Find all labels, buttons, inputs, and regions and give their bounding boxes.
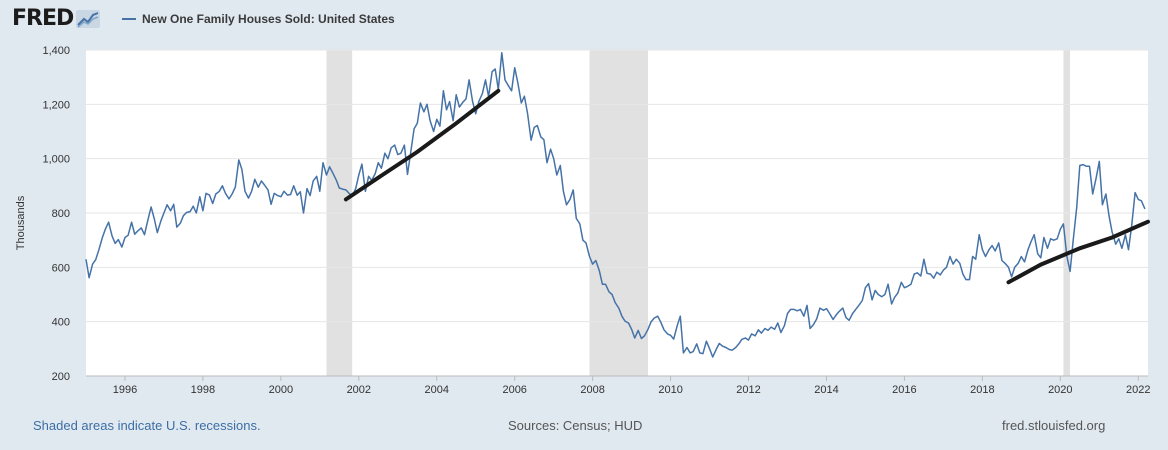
chart-legend: New One Family Houses Sold: United State… [122,12,395,26]
x-tick-label: 2006 [502,384,526,396]
x-tick-label: 2016 [892,384,916,396]
legend-label: New One Family Houses Sold: United State… [142,12,395,26]
x-tick-label: 1996 [113,384,137,396]
fred-logo[interactable]: FRED [12,6,101,31]
y-tick-label: 1,400 [42,45,70,57]
x-tick-label: 2018 [970,384,994,396]
series-line [85,51,1146,358]
legend-swatch [122,18,136,20]
trend-line-2001-2005 [343,88,501,202]
y-tick-label: 600 [52,262,70,274]
x-tick-label: 2004 [425,384,449,396]
x-tick-label: 2002 [347,384,371,396]
recession-note-link[interactable]: Shaded areas indicate U.S. recessions. [33,418,261,433]
x-tick-label: 1998 [191,384,215,396]
x-tick-label: 2020 [1048,384,1072,396]
x-tick-label: 2022 [1126,384,1150,396]
y-tick-label: 200 [52,371,70,383]
x-tick-label: 2000 [269,384,293,396]
x-tick-label: 2008 [580,384,604,396]
x-tick-label: 2014 [814,384,838,396]
y-tick-label: 1,000 [42,154,70,166]
chart-trend-icon [76,9,101,28]
sources-text: Sources: Census; HUD [508,418,643,433]
trend-line-2018-2022 [1006,219,1150,285]
x-tick-label: 2012 [736,384,760,396]
logo-text: FRED [12,6,74,31]
site-url-link[interactable]: fred.stlouisfed.org [1002,418,1106,433]
y-tick-label: 800 [52,208,70,220]
y-tick-label: 400 [52,317,70,329]
x-tick-label: 2010 [658,384,682,396]
y-tick-label: 1,200 [42,99,70,111]
line-chart: 200 400 600 800 1,000 1,200 1,400 1996 1998 2000… [42,45,1150,396]
